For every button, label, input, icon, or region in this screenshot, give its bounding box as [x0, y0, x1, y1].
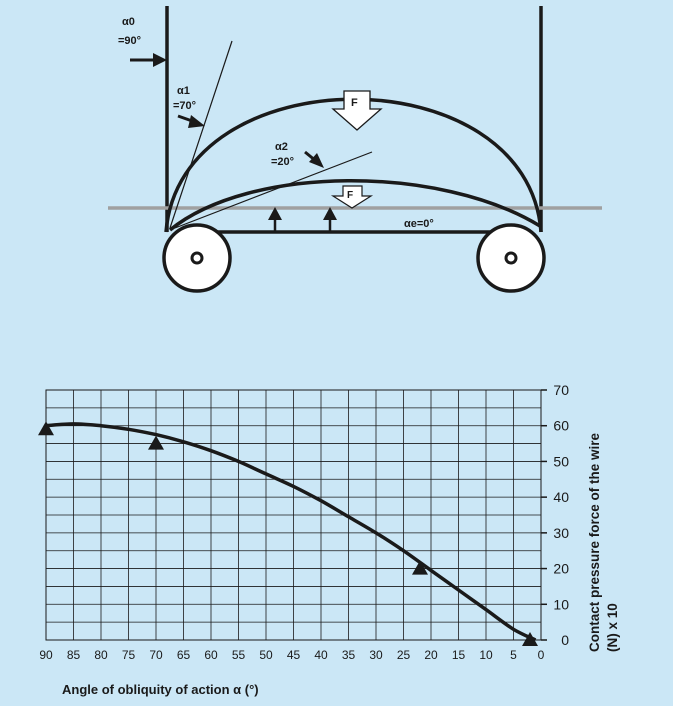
force-label-lower: F: [347, 190, 353, 201]
upward-arrow-1: [268, 207, 282, 231]
y-tick-label: 40: [553, 489, 569, 505]
x-tick-label: 50: [259, 648, 273, 662]
force-curve: [45, 422, 537, 642]
y-tick-label: 30: [553, 525, 569, 541]
x-tick-labels: 90 85 80 75 70 65 60 55 50 45 40 35 30 25 20 15 10 5 0: [39, 648, 544, 662]
y-tick-label: 0: [561, 632, 569, 648]
x-tick-label: 40: [314, 648, 328, 662]
x-tick-label: 55: [232, 648, 246, 662]
x-tick-label: 35: [342, 648, 356, 662]
data-marker: [412, 560, 428, 575]
alpha0-symbol: α0: [122, 16, 135, 28]
roller-diagram: F F α0 =90° α1 =70: [108, 6, 602, 293]
force-chart: 90 85 80 75 70 65 60 55 50 45 40 35 30 25 20 15 10 5 0 010…: [38, 382, 620, 697]
upward-arrow-2: [323, 207, 337, 231]
x-tick-label: 30: [369, 648, 383, 662]
y-tick-label: 70: [553, 382, 569, 398]
right-roller: [476, 223, 546, 293]
pointer-arrow-alpha1: [177, 114, 205, 128]
data-marker: [38, 421, 54, 436]
x-tick-label: 25: [397, 648, 411, 662]
y-tick-label: 60: [553, 418, 569, 434]
pointer-arrow-alpha2: [304, 150, 324, 168]
x-tick-label: 60: [204, 648, 218, 662]
x-tick-label: 45: [287, 648, 301, 662]
small-wire-arc: [168, 179, 541, 232]
force-label-upper: F: [351, 97, 358, 109]
y-tick-label: 50: [553, 453, 569, 469]
tangent-20: [174, 151, 373, 229]
x-tick-label: 85: [67, 648, 81, 662]
alpha0-value: =90°: [118, 35, 141, 47]
x-tick-label: 70: [149, 648, 163, 662]
data-marker: [148, 435, 164, 450]
plot-frame: [45, 389, 542, 641]
alpha2-value: =20°: [271, 156, 294, 168]
x-tick-label: 80: [94, 648, 108, 662]
force-arrow-upper: F: [331, 90, 383, 131]
data-marker: [522, 632, 538, 646]
x-tick-label: 10: [479, 648, 493, 662]
left-roller: [162, 223, 232, 293]
x-tick-label: 90: [39, 648, 53, 662]
x-tick-label: 0: [538, 648, 545, 662]
alpha1-symbol: α1: [177, 85, 190, 97]
pointer-arrow-alpha0: [130, 53, 167, 67]
x-tick-label: 15: [452, 648, 466, 662]
y-tick-label: 10: [553, 596, 569, 612]
y-axis-label-line2: (N) x 10: [605, 603, 620, 652]
x-tick-label: 65: [177, 648, 191, 662]
alpha1-value: =70°: [173, 100, 196, 112]
alpha2-symbol: α2: [275, 141, 288, 153]
y-tick-labels: 0 10 20 30 40 50 60 70: [541, 382, 569, 648]
x-tick-label: 5: [510, 648, 517, 662]
alpha-e-label: αe=0°: [404, 218, 434, 230]
x-axis-label: Angle of obliquity of action α (°): [62, 682, 259, 697]
y-tick-label: 20: [553, 561, 569, 577]
force-arrow-lower: F: [330, 185, 374, 209]
y-axis-label-line1: Contact pressure force of the wire: [587, 432, 602, 652]
x-tick-label: 20: [424, 648, 438, 662]
tangent-70: [169, 40, 233, 229]
data-markers: [38, 421, 538, 646]
x-tick-label: 75: [122, 648, 136, 662]
